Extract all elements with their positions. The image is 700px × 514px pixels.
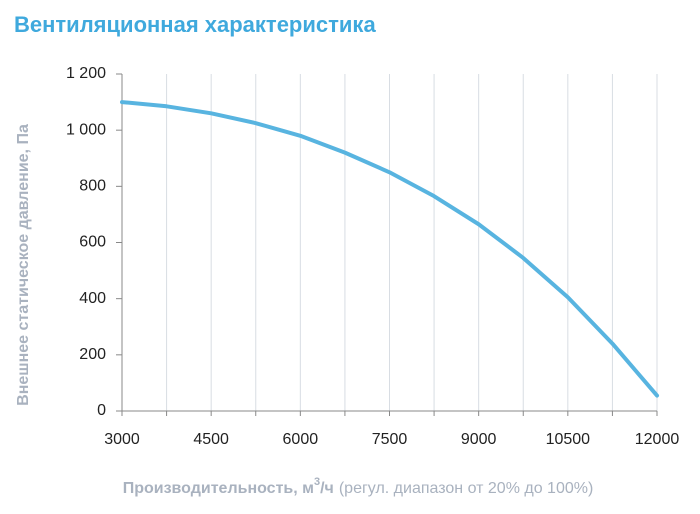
curve (120, 100, 659, 398)
y-tick-label: 600 (79, 234, 106, 251)
x-tick-label: 3000 (104, 431, 140, 448)
x-tick-label: 6000 (283, 431, 319, 448)
y-tick-label: 800 (79, 178, 106, 195)
x-label-main: Производительность, м (123, 480, 314, 497)
x-tick-label: 9000 (461, 431, 497, 448)
y-tick-label: 200 (79, 346, 106, 363)
x-label-sup: 3 (314, 476, 320, 488)
y-tick-label: 400 (79, 290, 106, 307)
x-tick-label: 12000 (635, 431, 680, 448)
y-tick-label: 1 000 (66, 121, 106, 138)
x-tick-label: 10500 (546, 431, 591, 448)
chart-title: Вентиляционная характеристика (14, 12, 376, 37)
x-axis-label: Производительность, м3/ч (регул. диапазон… (123, 476, 594, 497)
y-axis-label: Внешнее статическое давление, Па (15, 124, 32, 406)
x-label-note: (регул. диапазон от 20% до 100%) (339, 480, 593, 497)
y-tick-label: 1 200 (66, 65, 106, 82)
x-label-unit: /ч (320, 480, 334, 497)
y-tick-label: 0 (97, 402, 106, 419)
x-tick-label: 7500 (372, 431, 408, 448)
x-tick-label: 4500 (193, 431, 229, 448)
